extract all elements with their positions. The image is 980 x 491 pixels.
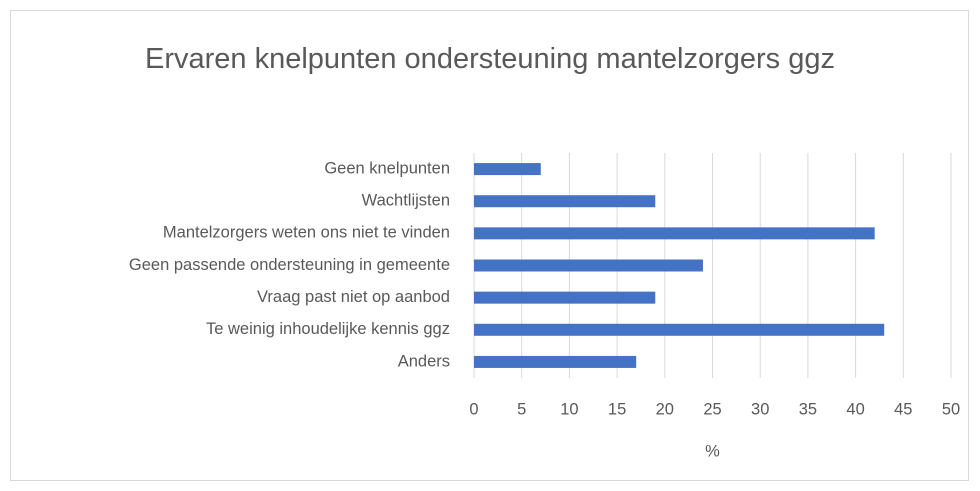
bar (474, 163, 541, 176)
x-tick-label: 50 (942, 400, 960, 418)
chart-title: Ervaren knelpunten ondersteuning mantelz… (145, 43, 835, 75)
y-tick-label: Te weinig inhoudelijke kennis ggz (206, 320, 450, 338)
x-tick-label: 25 (703, 400, 721, 418)
x-tick-label: 10 (560, 400, 578, 418)
x-tick-label: 20 (656, 400, 674, 418)
y-tick-label: Geen knelpunten (324, 159, 450, 177)
x-tick-label: 40 (846, 400, 864, 418)
y-tick-label: Geen passende ondersteuning in gemeente (129, 256, 450, 274)
bar (474, 259, 703, 272)
bar (474, 227, 875, 240)
chart-border (10, 10, 969, 481)
bar (474, 323, 885, 336)
bar (474, 195, 656, 208)
y-tick-label: Vraag past niet op aanbod (257, 288, 450, 306)
bar (474, 355, 637, 368)
bar (474, 291, 656, 304)
y-tick-label: Mantelzorgers weten ons niet te vinden (163, 224, 450, 242)
x-axis-label: % (705, 442, 720, 460)
y-tick-label: Anders (398, 352, 450, 370)
x-tick-label: 0 (469, 400, 478, 418)
x-tick-label: 15 (608, 400, 626, 418)
x-tick-label: 45 (894, 400, 912, 418)
x-tick-label: 35 (799, 400, 817, 418)
y-tick-label: Wachtlijsten (362, 192, 450, 210)
x-tick-label: 30 (751, 400, 769, 418)
x-tick-label: 5 (517, 400, 526, 418)
